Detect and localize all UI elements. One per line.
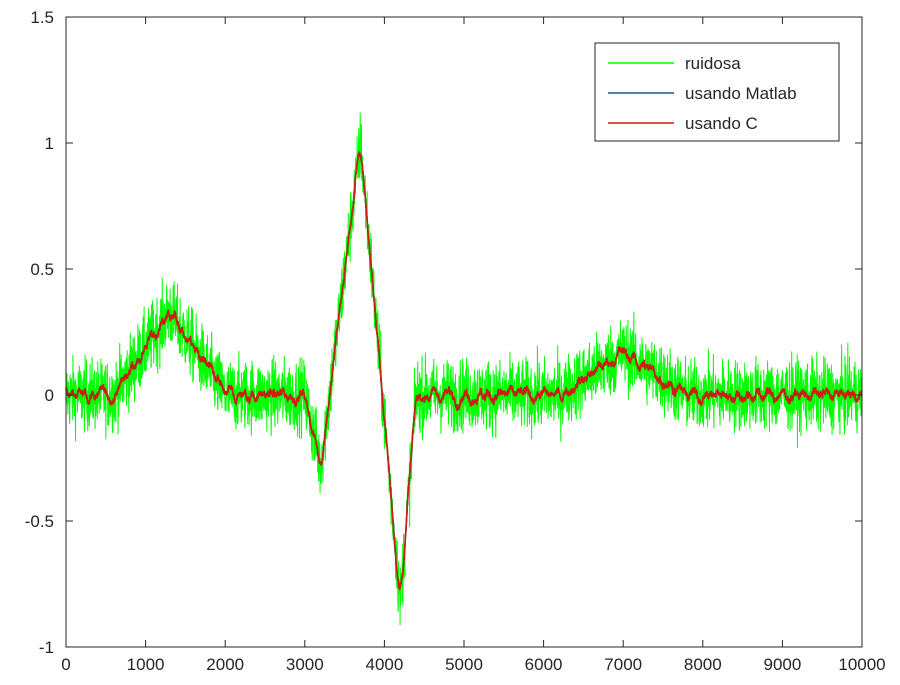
x-tick-label: 5000 xyxy=(445,655,483,674)
x-tick-label: 6000 xyxy=(525,655,563,674)
y-tick-label: 0 xyxy=(45,386,54,405)
y-tick-label: 1 xyxy=(45,134,54,153)
x-tick-label: 7000 xyxy=(604,655,642,674)
legend-box xyxy=(594,42,840,142)
y-tick-label: -0.5 xyxy=(25,512,54,531)
x-tick-label: 9000 xyxy=(763,655,801,674)
x-tick-label: 4000 xyxy=(365,655,403,674)
y-tick-label: -1 xyxy=(39,638,54,657)
x-tick-label: 0 xyxy=(61,655,70,674)
y-tick-label: 1.5 xyxy=(30,8,54,27)
legend-label-usando-c: usando C xyxy=(685,114,758,133)
axis-layer: 0 1000 2000 3000 4000 5000 6000 7000 8000 9000 100… xyxy=(25,8,886,674)
legend-label-ruidosa: ruidosa xyxy=(685,54,741,73)
series-layer xyxy=(65,112,863,626)
x-tick-label: 3000 xyxy=(286,655,324,674)
legend-label-usando-matlab: usando Matlab xyxy=(685,84,797,103)
x-tick-label: 1000 xyxy=(127,655,165,674)
x-tick-label: 10000 xyxy=(838,655,885,674)
x-tick-label: 2000 xyxy=(206,655,244,674)
y-tick-label: 0.5 xyxy=(30,260,54,279)
legend: ruidosa usando Matlab usando C xyxy=(594,42,840,142)
x-tick-label: 8000 xyxy=(684,655,722,674)
series-line-usando-c xyxy=(65,152,863,591)
